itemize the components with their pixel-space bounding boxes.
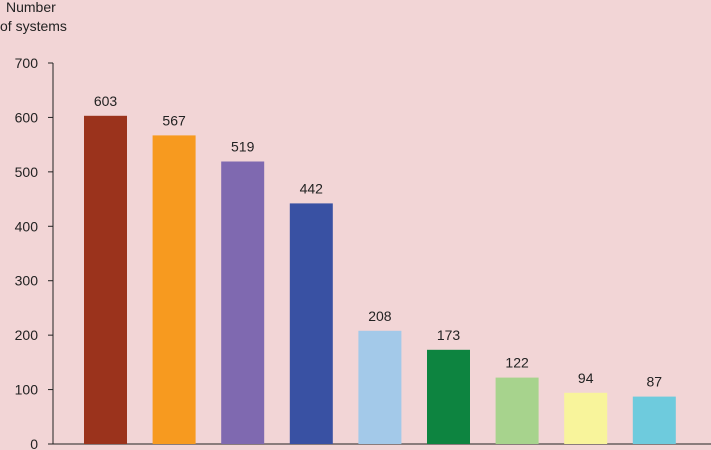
y-tick-label: 600	[15, 109, 39, 125]
y-tick-label: 500	[15, 164, 39, 180]
bar	[152, 135, 196, 444]
data-label: 87	[647, 374, 663, 390]
bar	[289, 203, 333, 444]
data-label: 519	[231, 139, 255, 155]
data-label: 603	[94, 93, 118, 109]
y-axis-ticks: 0 100 200 300 400 500 600 700	[15, 55, 53, 450]
bar	[427, 349, 470, 444]
bar	[632, 396, 676, 444]
data-label: 567	[162, 112, 186, 128]
data-label: 122	[505, 355, 529, 371]
data-label: 94	[578, 370, 594, 386]
bar	[564, 392, 608, 444]
bar	[84, 115, 127, 445]
y-axis-label: Number of systems	[0, 0, 67, 34]
y-tick-label: 700	[15, 55, 39, 71]
data-labels: 603 567 519 442 208 173 122 94 87	[94, 93, 662, 390]
data-label: 173	[437, 327, 461, 343]
y-tick-label: 400	[15, 218, 39, 234]
y-axis-label-line: Number	[6, 0, 56, 15]
y-tick-label: 200	[15, 327, 39, 343]
data-label: 208	[368, 308, 392, 324]
bar	[495, 377, 539, 444]
bar	[358, 330, 402, 444]
y-tick-label: 100	[15, 382, 39, 398]
y-tick-label: 0	[30, 436, 38, 450]
bar	[221, 161, 265, 444]
y-axis-label-line: of systems	[0, 18, 67, 34]
bars	[84, 115, 676, 445]
y-tick-label: 300	[15, 273, 39, 289]
data-label: 442	[300, 180, 324, 196]
